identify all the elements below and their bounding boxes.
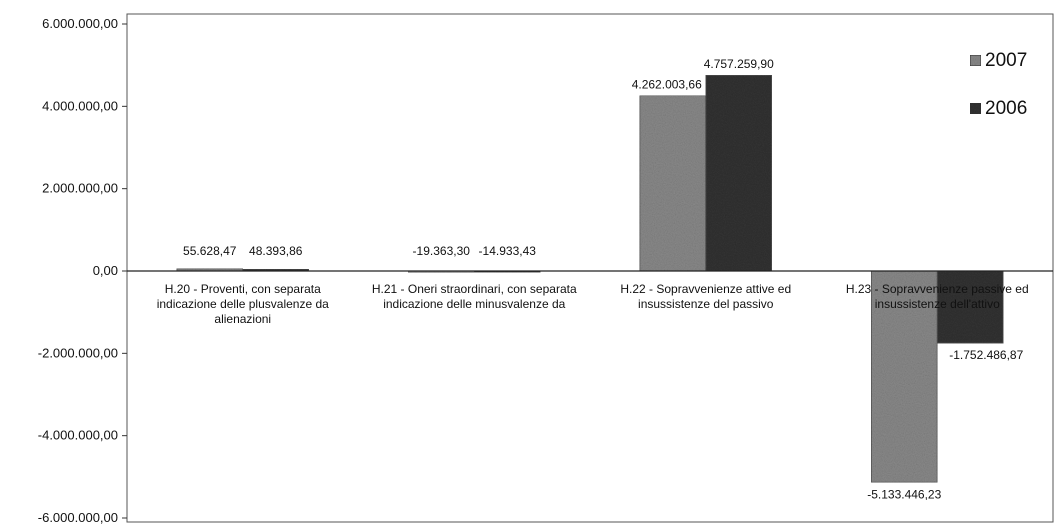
category-label-2-line1: H.21 - Oneri straordinari, con separata (372, 282, 577, 296)
y-tick-label-1: 4.000.000,00 (42, 98, 118, 113)
category-labels: H.20 - Proventi, con separataindicazione… (157, 282, 1029, 326)
y-axis: 6.000.000,00 4.000.000,00 2.000.000,00 0,00… (38, 16, 127, 525)
category-label-3-line1: H.22 - Sopravvenienze attive ed (620, 282, 791, 296)
data-labels: 55.628,47 48.393,86 -19.363,30 -14.933,43 4.… (183, 57, 1024, 501)
bar-2006-cat3 (705, 74, 773, 272)
data-label-2007-cat1: 55.628,47 (183, 244, 237, 258)
legend-label-2007: 2007 (985, 50, 1027, 71)
bar-2007-cat4 (870, 270, 938, 483)
data-label-2006-cat4: -1.752.486,87 (949, 348, 1023, 362)
data-label-2007-cat2: -19.363,30 (413, 244, 471, 258)
data-label-2006-cat2: -14.933,43 (479, 244, 537, 258)
category-label-1-line1: H.20 - Proventi, con separata (165, 282, 321, 296)
legend-swatch-2006 (969, 102, 982, 115)
plot-area (126, 13, 1054, 523)
y-tick-label-6: -6.000.000,00 (38, 510, 118, 525)
bars (176, 74, 1004, 483)
legend-label-2006: 2006 (985, 98, 1027, 119)
y-tick-label-4: -2.000.000,00 (38, 345, 118, 360)
category-label-1-line2: indicazione delle plusvalenze da (157, 297, 329, 311)
data-label-2006-cat1: 48.393,86 (249, 244, 303, 258)
y-tick-label-3: 0,00 (93, 263, 118, 278)
data-label-2007-cat4: -5.133.446,23 (867, 487, 941, 501)
bar-2007-cat3 (639, 95, 707, 272)
category-label-2-line2: indicazione delle minusvalenze da (383, 297, 565, 311)
data-label-2007-cat3: 4.262.003,66 (632, 78, 702, 92)
y-tick-label-5: -4.000.000,00 (38, 428, 118, 443)
data-label-2006-cat3: 4.757.259,90 (704, 57, 774, 71)
y-tick-label-2: 2.000.000,00 (42, 181, 118, 196)
category-label-4-line1: H.23 - Sopravvenienze passive ed (846, 282, 1029, 296)
category-label-1-line3: alienazioni (214, 312, 271, 326)
category-label-4-line2: insussistenze dell'attivo (875, 297, 1000, 311)
y-tick-label-0: 6.000.000,00 (42, 16, 118, 31)
category-label-3-line2: insussistenze del passivo (638, 297, 774, 311)
legend-swatch-2007 (969, 54, 982, 67)
legend: 2007 2006 (969, 50, 1027, 119)
bar-2006-cat4 (936, 270, 1004, 344)
